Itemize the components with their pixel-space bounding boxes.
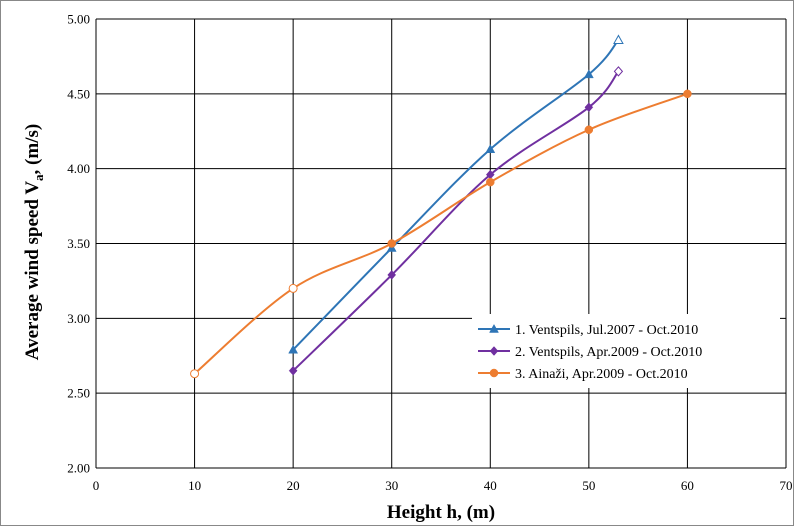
y-tick-label: 3.00 [67,311,90,326]
x-tick-label: 40 [484,478,497,493]
x-tick-label: 0 [93,478,100,493]
y-axis-title-tail: , (m/s) [22,124,43,175]
data-point [683,89,692,99]
data-point [190,369,200,379]
x-tick-label: 50 [582,478,595,493]
data-point [613,66,624,77]
y-axis-title-main: Average wind speed V [22,181,43,361]
y-tick-label: 4.00 [67,161,90,176]
data-point [288,344,299,354]
data-point [584,102,594,113]
series-line [292,70,620,372]
y-tick-label: 2.50 [67,386,90,401]
legend-marker [489,368,499,378]
data-point [387,270,397,280]
x-tick-label: 70 [780,478,793,493]
x-tick-label: 20 [287,478,300,493]
legend-entry: 1. Ventspils, Jul.2007 - Oct.2010 [515,323,698,338]
y-tick-label: 5.00 [67,12,90,27]
series-line [193,92,688,375]
x-tick-label: 30 [385,478,398,493]
x-axis-title: Height h, (m) [387,502,495,523]
legend-entry: 2. Ventspils, Apr.2009 - Oct.2010 [515,345,702,360]
legend-marker [489,346,499,356]
data-point [486,177,495,187]
x-tick-label: 10 [188,478,201,493]
x-tick-labels: 0 10 20 30 40 50 60 70 [93,478,793,493]
series-2 [288,66,624,376]
y-tick-label: 2.00 [67,461,90,476]
data-point [288,283,298,293]
y-tick-labels: 2.00 2.50 3.00 3.50 4.00 4.50 5.00 [67,12,90,476]
x-tick-label: 60 [681,478,694,493]
series-1 [288,34,624,354]
data-point [613,34,624,44]
y-tick-label: 4.50 [67,86,90,101]
data-point [584,125,594,135]
data-point [485,144,496,153]
legend-marker [489,323,499,333]
data-point [387,239,396,248]
data-point [288,365,298,376]
y-axis-title-subscript: a [31,174,46,181]
legend: 1. Ventspils, Jul.2007 - Oct.2010 2. Vent… [472,314,780,388]
series-3 [190,89,692,379]
y-tick-label: 3.50 [67,236,90,251]
y-axis-title: Average wind speed Va, (m/s) [22,124,46,360]
grid [95,18,787,469]
series-line [292,39,620,351]
series-layer [190,34,692,379]
legend-entry: 3. Ainaži, Apr.2009 - Oct.2010 [515,367,688,382]
legend-box [472,314,780,388]
data-point [583,69,594,79]
